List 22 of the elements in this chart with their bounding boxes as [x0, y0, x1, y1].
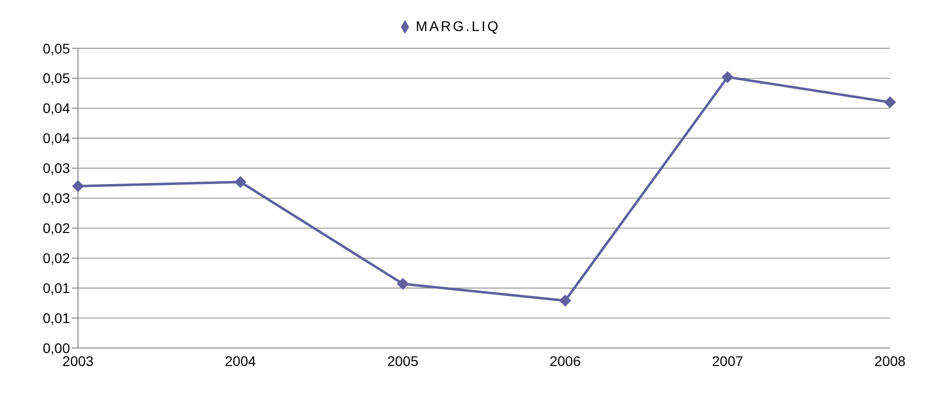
y-tick-label: 0,02 [42, 250, 70, 266]
x-tick-label: 2004 [224, 352, 256, 369]
y-tick-label: 0,05 [42, 70, 70, 86]
x-tick-label: 2007 [712, 352, 744, 369]
y-tick-label: 0,02 [42, 220, 70, 236]
y-tick-label: 0,04 [42, 130, 70, 146]
x-tick-label: 2008 [874, 352, 906, 369]
point [234, 176, 246, 188]
x-tick-label: 2005 [387, 352, 419, 369]
y-tick-label: 0,03 [42, 160, 70, 176]
y-tick-label: 0,03 [42, 190, 70, 206]
point [559, 294, 572, 307]
y-tick-label: 0,04 [42, 100, 70, 116]
y-tick-label: 0,01 [42, 280, 70, 296]
point [884, 96, 896, 108]
legend-label: MARG.LIQ [416, 18, 500, 34]
point [72, 180, 84, 192]
x-tick-label: 2006 [550, 352, 581, 369]
point [722, 71, 734, 84]
y-tick-label: 0,01 [42, 310, 70, 326]
point [396, 278, 409, 290]
y-tick-label: 0,05 [42, 40, 70, 56]
